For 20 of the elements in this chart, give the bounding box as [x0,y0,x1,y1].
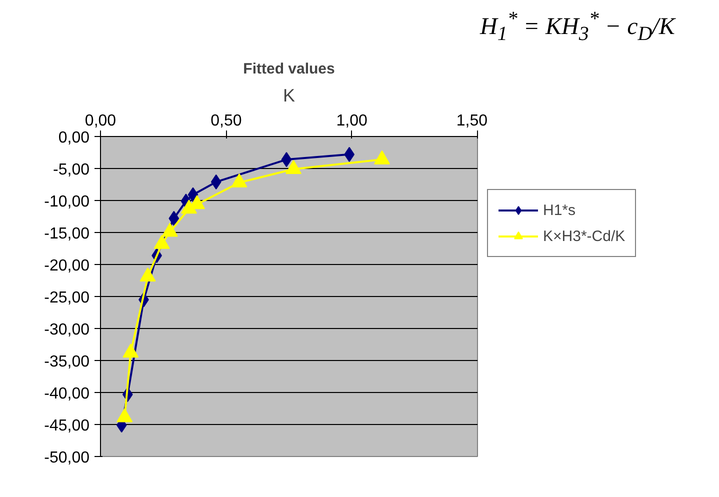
y-tick-label: -45,00 [44,418,90,435]
text: H$_{1}$$^{*}$ = KH$_{3}$$^{*}$ − c$_{D}$/K [480,8,675,45]
y-tick-label: -40,00 [44,386,90,403]
x-tick-label: 0,00 [84,112,116,130]
y-tick-label: -35,00 [44,354,90,371]
x-axis-title: K [282,86,296,106]
y-tick-label: -10,00 [44,194,90,211]
x-tick-label: 1,00 [336,112,368,130]
y-tick-label: -25,00 [44,290,90,307]
x-tick-label: 1,50 [456,112,488,130]
y-tick-label: -15,00 [44,226,90,243]
y-tick-label: 0,00 [58,130,90,147]
chart-title: Fitted values [243,60,335,78]
y-tick-label: -30,00 [44,322,90,339]
y-tick-label: -20,00 [44,258,90,275]
y-tick-label: -50,00 [44,450,90,467]
x-tick-label: 0,50 [210,112,242,130]
legend-label: H1*s [543,202,576,219]
y-tick-label: -5,00 [53,162,90,179]
legend-label: K×H3*-Cd/K [543,228,626,245]
